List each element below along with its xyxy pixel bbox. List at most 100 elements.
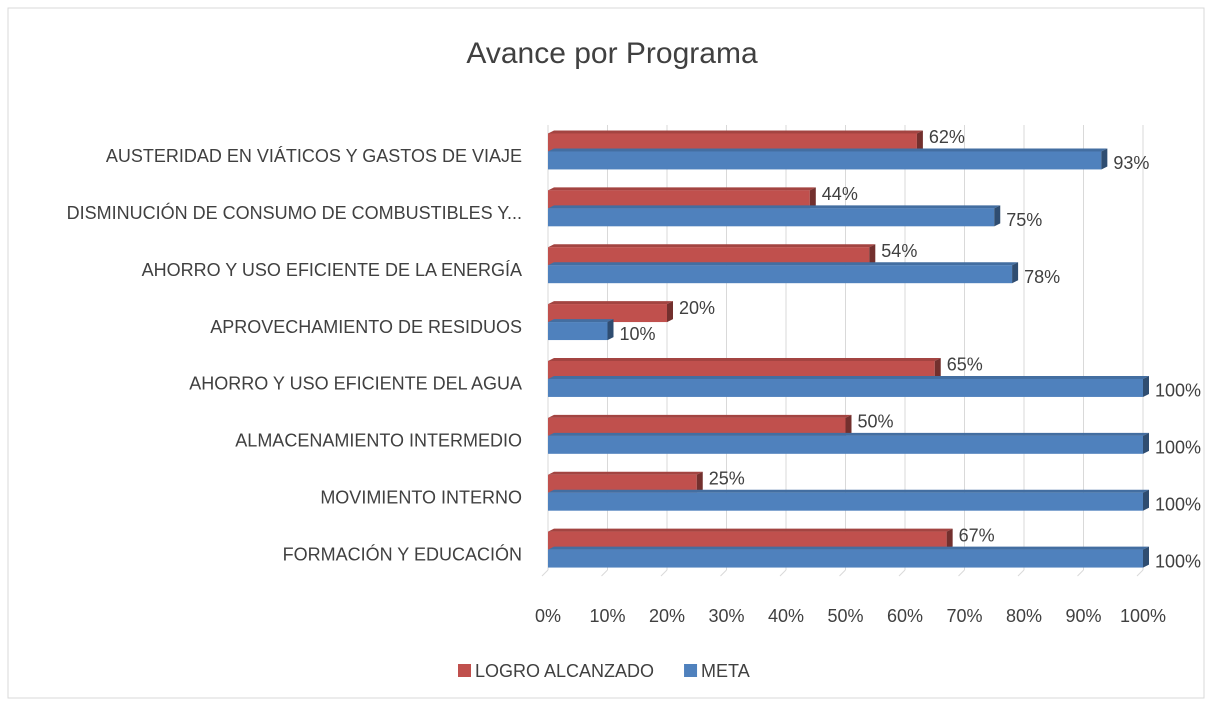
bar [548,247,870,266]
grid-line-depth [720,569,727,577]
bar [548,417,846,436]
x-tick-label: 30% [708,606,744,626]
y-tick-label: APROVECHAMIENTO DE RESIDUOS [210,317,522,337]
bar-side [994,205,1001,227]
x-tick-label: 90% [1065,606,1101,626]
bar [548,151,1102,170]
bar-side [1143,375,1149,397]
y-tick-label: AHORRO Y USO EFICIENTE DEL AGUA [189,374,522,394]
x-tick-label: 0% [535,606,561,626]
bar-top [548,375,1149,379]
bar-side [1101,148,1108,170]
bar-side [1143,432,1149,454]
data-label: 100% [1155,438,1201,458]
chart-border [7,7,1205,699]
bar [548,133,917,152]
bar-side [696,471,703,493]
data-label: 20% [679,298,715,318]
y-tick-label: DISMINUCIÓN DE CONSUMO DE COMBUSTIBLES Y… [67,202,522,223]
bar-side [869,244,876,266]
data-label: 78% [1024,267,1060,287]
bar [548,549,1143,568]
data-label: 100% [1155,381,1201,401]
bar [548,322,608,341]
bar-side [916,130,923,152]
bar [548,304,667,323]
bar-side [1012,262,1019,284]
grid-line-depth [779,569,787,577]
grid-line-depth [601,569,608,577]
data-label: 93% [1113,153,1149,173]
bar-top [548,471,703,475]
bar-top [548,205,1001,209]
data-label: 50% [858,412,894,432]
y-tick-label: MOVIMIENTO INTERNO [320,487,522,507]
bar-top [548,414,852,418]
y-tick-label: FORMACIÓN Y EDUCACIÓN [283,543,522,564]
bar-top [548,546,1149,550]
grid-line-depth [1077,569,1084,577]
data-label: 75% [1006,210,1042,230]
bar [548,531,947,550]
grid-line-depth [839,569,846,577]
grid-line-depth [958,569,965,577]
x-tick-label: 80% [1006,606,1042,626]
bar-top [548,319,614,323]
bar [548,265,1013,284]
bar-top [548,432,1149,436]
bar-top [548,528,953,532]
legend-label: LOGRO ALCANZADO [475,661,654,681]
bar-top [548,187,816,191]
bar-side [667,301,673,323]
data-label: 25% [709,468,745,488]
bar-top [548,301,673,305]
bar-side [845,414,852,436]
bar-top [548,262,1019,266]
bar [548,190,810,209]
bar-side [1143,489,1149,511]
chart-title: Avance por Programa [466,37,758,70]
bar-side [1143,546,1149,568]
data-label: 54% [881,241,917,261]
bar-top [548,130,923,134]
x-tick-label: 100% [1120,606,1166,626]
data-label: 62% [929,127,965,147]
y-tick-label: AUSTERIDAD EN VIÁTICOS Y GASTOS DE VIAJE [106,146,522,166]
data-label: 10% [620,324,656,344]
data-label: 100% [1155,494,1201,514]
bar-top [548,489,1149,493]
data-label: 100% [1155,551,1201,571]
grid-line-depth [1017,569,1025,577]
x-tick-label: 10% [589,606,625,626]
x-tick-label: 50% [827,606,863,626]
grid-line-depth [660,569,668,577]
y-tick-label: AHORRO Y USO EFICIENTE DE LA ENERGÍA [142,260,522,280]
data-label: 44% [822,184,858,204]
bar [548,360,935,379]
data-label: 65% [947,355,983,375]
legend-swatch [684,664,698,677]
bar [548,474,697,493]
bar [548,208,995,227]
bar-top [548,148,1108,152]
grid-line-depth [898,569,906,577]
bar-top [548,244,876,248]
x-tick-label: 40% [768,606,804,626]
bar-side [946,528,953,550]
bar-side [607,319,614,341]
bar-top [548,357,941,361]
x-tick-label: 70% [946,606,982,626]
data-label: 67% [959,525,995,545]
x-tick-label: 20% [649,606,685,626]
y-tick-label: ALMACENAMIENTO INTERMEDIO [235,431,522,451]
bar-side [809,187,816,209]
bar-side [934,357,941,379]
bar [548,435,1143,454]
grid-line-depth [541,569,549,577]
grid-line-depth [1136,569,1144,577]
bar [548,378,1143,397]
bar [548,492,1143,511]
x-tick-label: 60% [887,606,923,626]
legend-swatch [458,664,471,677]
